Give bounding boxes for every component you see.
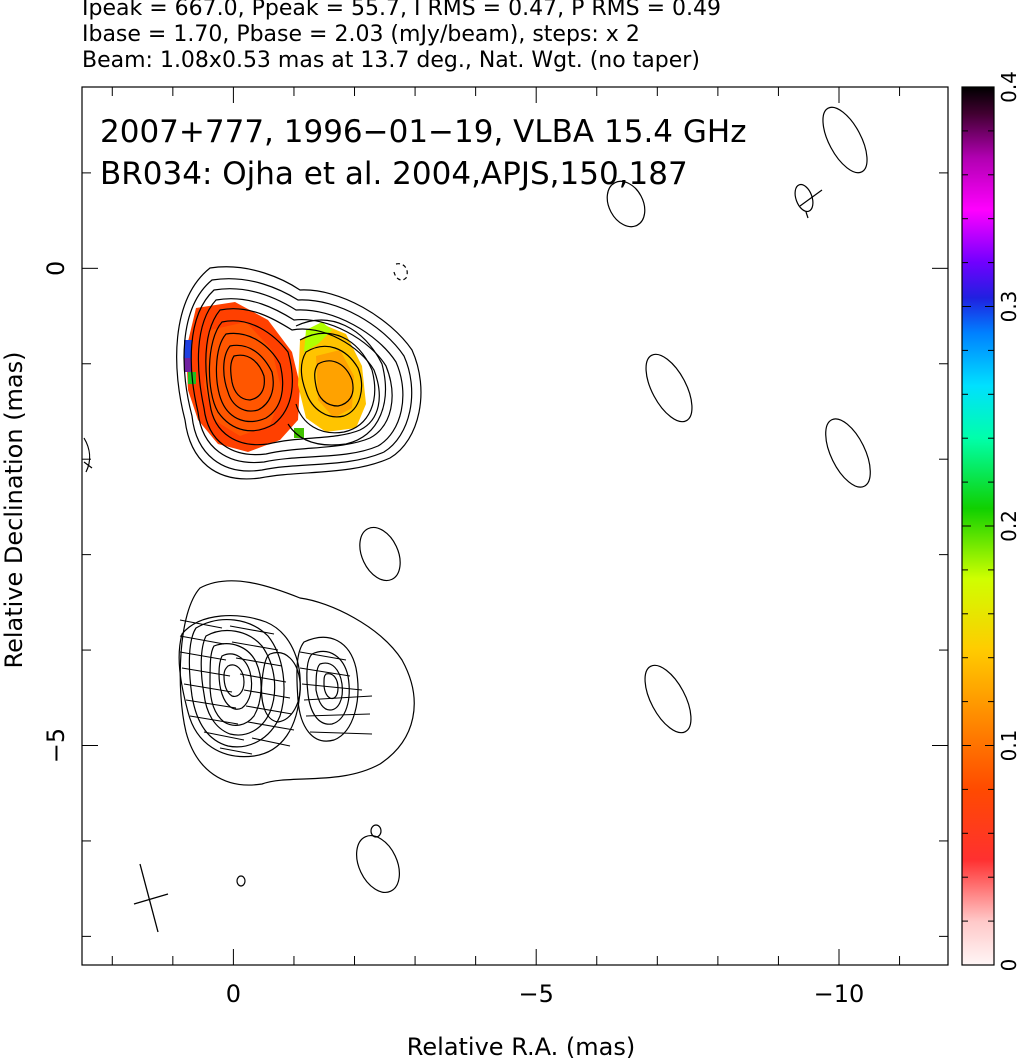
contour-lower-1: [179, 580, 415, 786]
noise-edge-left: [83, 437, 93, 473]
colorbar-tick-label: 0.3: [997, 291, 1021, 323]
y-tick-label: 0: [42, 261, 70, 276]
source-label: 2007+777, 1996−01−19, VLBA 15.4 GHz: [100, 114, 746, 150]
contour-upper-jet-4: [287, 319, 386, 446]
contour-upper-4: [197, 298, 393, 456]
contour-upper-9: [230, 354, 265, 401]
contour-lower-4: [200, 629, 276, 736]
y-tick-labels: 0 −5: [42, 261, 70, 764]
contour-upper-7: [215, 332, 284, 423]
contour-lower-jet-3: [315, 662, 343, 711]
noise-blob-5: [825, 418, 871, 488]
noise-blob-3-tail: [805, 211, 809, 219]
contour-lower-8: [260, 652, 301, 723]
y-axis-label: Relative Declination (mas): [0, 351, 28, 668]
x-tick-label: −5: [519, 980, 554, 1008]
noise-blob-9: [370, 824, 382, 838]
noise-blob-1: [606, 180, 646, 228]
noise-blob-6: [359, 526, 401, 582]
beam-info-line: Beam: 1.08x0.53 mas at 13.7 deg., Nat. W…: [82, 48, 700, 73]
contour-upper-2: [183, 278, 413, 472]
contour-lower-jet-2: [306, 650, 350, 725]
axis-ticks: [82, 87, 948, 965]
contour-lower-5: [209, 643, 262, 726]
contour-upper-5: [205, 308, 380, 446]
contour-upper-6: [208, 320, 293, 432]
intensity-contours-lower: [178, 580, 415, 786]
colorbar-tick-label: 0: [997, 959, 1021, 972]
contour-lower-6: [218, 653, 253, 710]
intensity-contours-upper: [176, 263, 422, 480]
color-edge-purple: [184, 358, 191, 372]
noise-blob-7: [644, 664, 692, 734]
contour-lower-jet-1: [296, 636, 359, 742]
beam-major-axis: [139, 863, 159, 933]
contour-upper-8: [223, 344, 274, 412]
colorbar-tick-label: 0.4: [997, 71, 1021, 103]
colorbar-tick-label: 0.1: [997, 730, 1021, 762]
contour-upper-1: [176, 266, 422, 480]
x-tick-labels: 0 −5 −10: [226, 980, 865, 1008]
contour-upper-jet-2: [314, 360, 354, 407]
x-axis-label: Relative R.A. (mas): [407, 1033, 635, 1061]
polarization-color-map: [184, 302, 366, 452]
plot-frame: [81, 86, 949, 966]
contour-lower-2: [178, 614, 301, 758]
beam-marker: [133, 863, 169, 933]
color-edge-blue: [184, 340, 192, 360]
base-steps-line: Ibase = 1.70, Pbase = 2.03 (mJy/beam), s…: [82, 22, 640, 47]
noise-blob-2: [822, 106, 868, 174]
contour-upper-jet-1: [300, 345, 363, 418]
x-tick-label: 0: [226, 980, 241, 1008]
colorbar-tick-labels: 0 0.1 0.2 0.3 0.4: [997, 71, 1021, 971]
noise-blob-4: [645, 353, 693, 423]
peak-rms-line: Ipeak = 667.0, Ppeak = 55.7, I RMS = 0.4…: [82, 0, 721, 21]
color-edge-teal: [294, 428, 304, 438]
noise-dashed: [393, 263, 408, 281]
noise-blob-8: [356, 835, 400, 893]
colorbar-ticks: [962, 86, 994, 966]
beam-minor-axis: [133, 893, 169, 905]
reference-label: BR034: Ojha et al. 2004,APJS,150,187: [100, 156, 688, 192]
contour-lower-3: [188, 618, 285, 748]
noise-blob-10: [236, 875, 246, 887]
noise-contours: [83, 106, 871, 893]
contour-upper-jet-3: [295, 332, 376, 434]
contour-lower-7: [223, 664, 245, 697]
noise-blob-3-vector: [799, 189, 823, 207]
x-tick-label: −10: [814, 980, 865, 1008]
y-tick-label: −5: [42, 728, 70, 763]
polarization-vectors: [179, 619, 373, 755]
contour-upper-3: [190, 288, 404, 464]
colorbar-tick-label: 0.2: [997, 510, 1021, 542]
noise-blob-3: [794, 183, 814, 213]
